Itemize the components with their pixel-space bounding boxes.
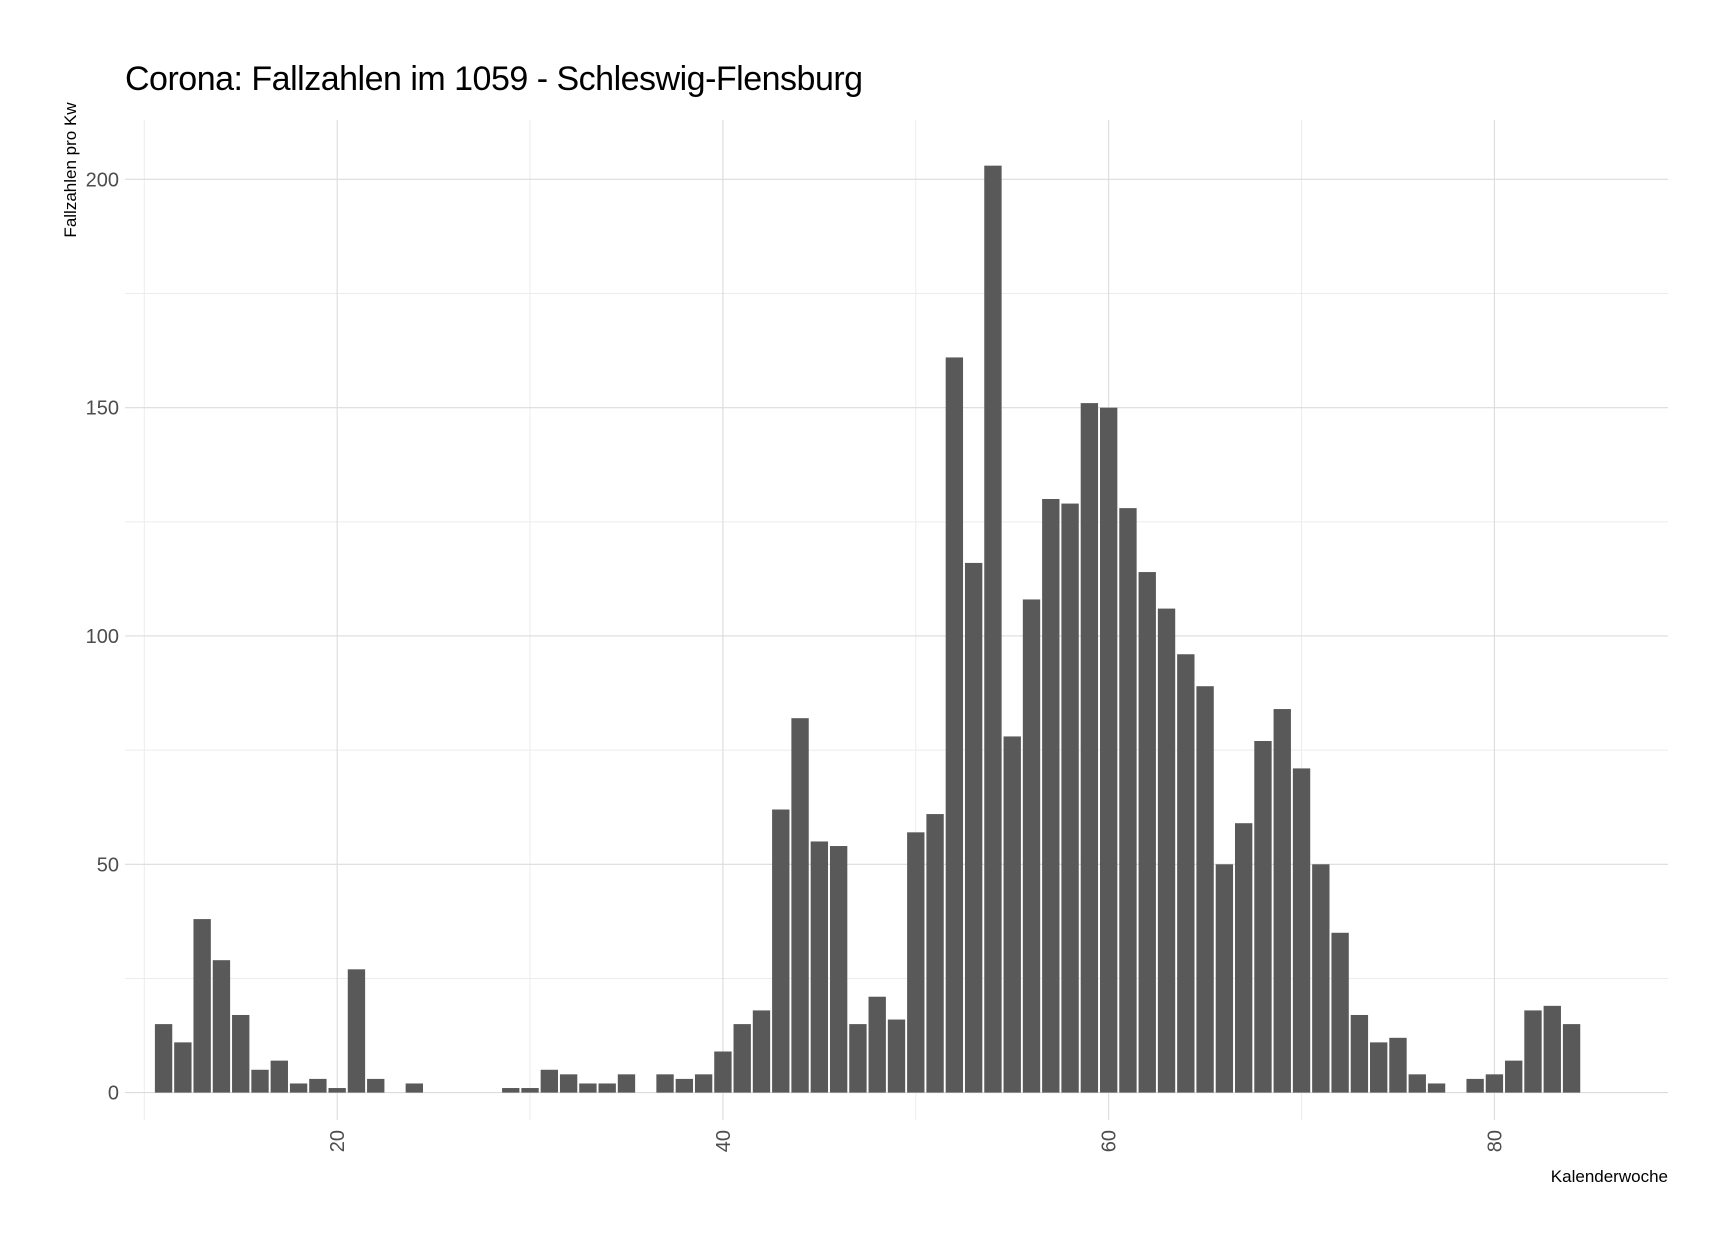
bar-week-17: [270, 1060, 288, 1093]
bar-week-64: [1177, 654, 1195, 1093]
bar-week-56: [1022, 599, 1041, 1093]
bar-week-21: [347, 969, 366, 1093]
y-tick-label: 50: [97, 854, 119, 876]
bars: [154, 165, 1581, 1093]
bar-week-11: [154, 1024, 173, 1093]
bar-week-15: [232, 1014, 250, 1093]
x-axis-title: Kalenderwoche: [1551, 1167, 1668, 1186]
bar-week-77: [1427, 1083, 1446, 1093]
bar-week-82: [1524, 1010, 1542, 1093]
bar-week-67: [1234, 823, 1253, 1093]
bar-week-68: [1254, 741, 1272, 1093]
bar-week-83: [1543, 1005, 1561, 1093]
bar-week-76: [1408, 1074, 1426, 1093]
y-axis-title: Fallzahlen pro Kw: [61, 102, 80, 238]
bar-week-61: [1119, 508, 1137, 1093]
bar-week-40: [714, 1051, 732, 1093]
bar-week-79: [1466, 1078, 1484, 1093]
bar-week-39: [694, 1074, 713, 1093]
chart-title: Corona: Fallzahlen im 1059 - Schleswig-F…: [125, 60, 863, 98]
bar-week-45: [810, 841, 829, 1093]
bar-week-55: [1003, 736, 1021, 1093]
bar-week-18: [289, 1083, 308, 1093]
bar-week-42: [752, 1010, 771, 1093]
bar-week-52: [945, 357, 964, 1093]
bar-week-62: [1138, 572, 1156, 1093]
bar-week-80: [1485, 1074, 1504, 1093]
x-tick-label: 80: [1484, 1130, 1506, 1152]
bar-week-13: [193, 919, 211, 1093]
bar-week-32: [559, 1074, 578, 1093]
bar-week-59: [1080, 403, 1099, 1093]
bar-week-16: [251, 1069, 269, 1093]
y-axis-tick-labels: 0 50 100 150 200: [86, 169, 119, 1104]
bar-week-65: [1196, 686, 1214, 1093]
minor-gridlines: [125, 120, 1668, 1120]
x-axis-tick-labels: 20 40 60 80: [327, 1130, 1506, 1152]
bar-week-71: [1312, 864, 1330, 1093]
bar-week-29: [502, 1088, 520, 1093]
bar-week-81: [1505, 1060, 1523, 1093]
bar-week-60: [1099, 407, 1118, 1093]
bar-week-47: [849, 1024, 867, 1093]
bar-week-74: [1370, 1042, 1388, 1093]
y-tick-label: 200: [86, 169, 119, 191]
y-tick-label: 150: [86, 398, 119, 420]
bar-week-75: [1389, 1037, 1407, 1093]
x-tick-label: 20: [327, 1130, 349, 1152]
bar-week-51: [926, 814, 944, 1093]
y-tick-label: 100: [86, 626, 119, 648]
bar-week-34: [598, 1083, 616, 1093]
bar-week-41: [733, 1024, 751, 1093]
bar-week-66: [1215, 864, 1234, 1093]
bar-week-24: [405, 1083, 423, 1093]
bar-week-57: [1042, 498, 1060, 1093]
bar-week-38: [675, 1078, 694, 1093]
bar-week-35: [617, 1074, 636, 1093]
bar-week-20: [328, 1088, 346, 1093]
bar-week-63: [1157, 608, 1176, 1093]
bar-week-73: [1350, 1014, 1369, 1093]
bar-week-48: [868, 996, 886, 1093]
bar-week-46: [829, 846, 848, 1093]
bar-week-54: [984, 165, 1002, 1093]
bar-week-53: [964, 562, 983, 1093]
bar-week-43: [772, 809, 790, 1093]
bar-week-30: [521, 1088, 539, 1093]
bar-week-31: [540, 1069, 559, 1093]
bar-week-14: [212, 960, 231, 1093]
bar-week-70: [1292, 768, 1311, 1093]
bar-week-84: [1562, 1024, 1581, 1093]
bar-week-69: [1273, 709, 1291, 1093]
bar-week-49: [887, 1019, 906, 1093]
bar-week-19: [309, 1078, 327, 1093]
bar-week-33: [579, 1083, 597, 1093]
bar-week-22: [367, 1078, 385, 1093]
bar-week-72: [1331, 932, 1349, 1093]
x-tick-label: 60: [1099, 1130, 1121, 1152]
bar-week-37: [656, 1074, 674, 1093]
bar-week-44: [791, 718, 809, 1093]
bar-week-12: [174, 1042, 192, 1093]
bar-week-50: [907, 832, 925, 1093]
bar-week-58: [1061, 503, 1079, 1093]
x-tick-label: 40: [713, 1130, 735, 1152]
y-tick-label: 0: [108, 1083, 119, 1105]
